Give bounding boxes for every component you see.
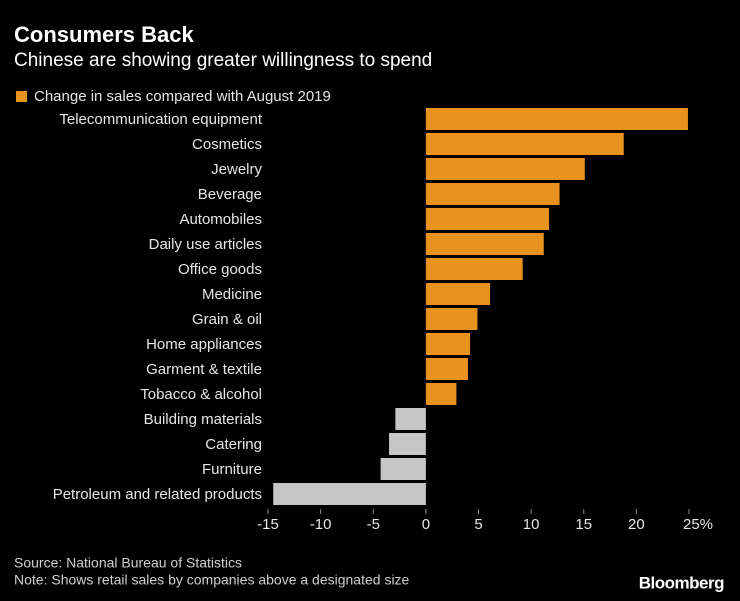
category-label: Daily use articles	[149, 236, 262, 253]
legend-swatch	[16, 91, 27, 102]
x-tick-label: 0	[422, 516, 430, 533]
bar	[425, 333, 471, 355]
bar	[425, 258, 523, 280]
category-label: Jewelry	[211, 161, 262, 178]
category-label: Home appliances	[146, 336, 262, 353]
note: Note: Shows retail sales by companies ab…	[14, 572, 410, 588]
category-label: Tobacco & alcohol	[140, 386, 262, 403]
bar	[389, 433, 426, 455]
x-tick-label: 15	[575, 516, 592, 533]
chart-title: Consumers Back	[14, 22, 195, 47]
category-label: Garment & textile	[146, 361, 262, 378]
x-tick-label: 20	[628, 516, 645, 533]
bar	[395, 408, 426, 430]
category-label: Building materials	[144, 411, 262, 428]
category-label: Telecommunication equipment	[59, 111, 262, 128]
x-tick-label: -10	[310, 516, 332, 533]
legend-label: Change in sales compared with August 201…	[34, 88, 331, 105]
source: Source: National Bureau of Statistics	[14, 555, 242, 571]
category-label: Cosmetics	[192, 136, 262, 153]
bar	[425, 358, 468, 380]
bar	[425, 183, 560, 205]
bar	[425, 158, 585, 180]
bar	[425, 208, 550, 230]
bar	[425, 133, 624, 155]
category-label: Catering	[205, 436, 262, 453]
chart-subtitle: Chinese are showing greater willingness …	[14, 50, 432, 71]
bar	[425, 283, 491, 305]
bar	[425, 308, 478, 330]
category-label: Petroleum and related products	[53, 486, 262, 503]
x-tick-label: 10	[523, 516, 540, 533]
category-label: Furniture	[202, 461, 262, 478]
category-label: Office goods	[178, 261, 262, 278]
x-tick-label: -5	[367, 516, 380, 533]
category-label: Grain & oil	[192, 311, 262, 328]
brand: Bloomberg	[639, 573, 724, 592]
bar	[380, 458, 426, 480]
category-label: Medicine	[202, 286, 262, 303]
category-label: Automobiles	[179, 211, 262, 228]
x-tick-label: 25%	[683, 516, 713, 533]
bar	[425, 383, 457, 405]
bar	[273, 483, 426, 505]
x-tick-label: -15	[257, 516, 279, 533]
x-tick-label: 5	[474, 516, 482, 533]
bar	[425, 108, 688, 130]
category-label: Beverage	[198, 186, 262, 203]
bar	[425, 233, 544, 255]
